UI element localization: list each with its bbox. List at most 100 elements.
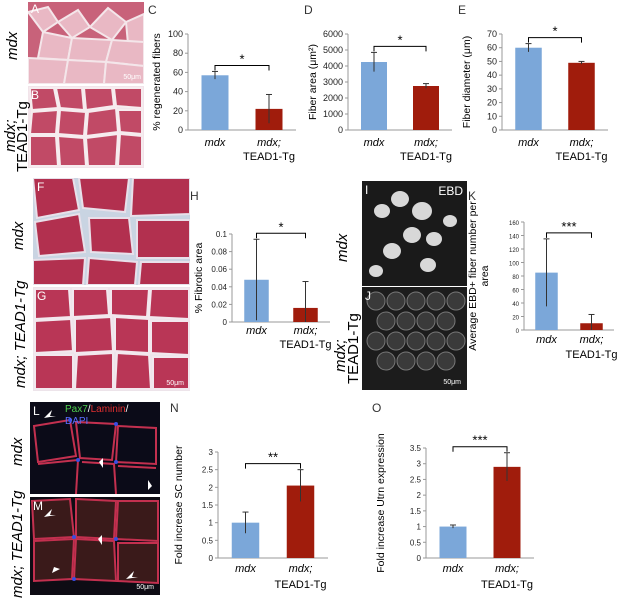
y-tick-label-n: 3 <box>209 448 214 457</box>
significance-bracket-e <box>528 37 582 43</box>
chart-e: E 0 10 20 30 40 50 60 70 Fiber diameter (μm) mdx md… <box>458 3 608 163</box>
masson-pattern-f <box>33 178 190 285</box>
category-label-k-1: mdx; <box>580 334 604 346</box>
category-label-o-1: mdx; <box>495 563 519 575</box>
y-tick-label-d: 6000 <box>323 29 343 39</box>
panel-label-o: O <box>372 401 381 415</box>
y-tick-label-k: 120 <box>509 248 520 254</box>
y-axis-label-k: Average EBD+ fiber number per <box>467 201 479 351</box>
y-axis-label-c: % regenerated fibers <box>151 33 163 130</box>
chart-k: K 0 20 40 60 80 100 120 140 160 Average EBD+ fiber… <box>467 189 617 361</box>
panel-label-k: K <box>468 189 476 203</box>
y-tick-label-h: 0.08 <box>211 248 227 257</box>
y-tick-label-e: 10 <box>487 111 497 121</box>
row-label-mdx-4: mdx <box>9 437 26 466</box>
scale-bar-label-j: 50μm <box>443 379 461 386</box>
y-tick-label-c: 60 <box>173 67 183 77</box>
y-tick-label-d: 4000 <box>323 61 343 71</box>
row-label-mdx-tead-2: mdx; TEAD1-Tg <box>12 280 29 388</box>
bar-o-0 <box>439 526 467 558</box>
panel-label-c: C <box>148 3 157 17</box>
category-label-n-1: mdx; <box>289 563 313 575</box>
chart-c: C 0 20 40 60 80 100 % regenerated fibers mdx mdx;… <box>148 3 296 163</box>
panel-label-e: E <box>458 3 466 17</box>
y-axis-label-k: area <box>479 265 491 286</box>
masson-image-mdx <box>33 178 190 285</box>
y-tick-label-k: 80 <box>512 275 519 281</box>
panel-label-f: F <box>37 180 45 194</box>
category-label-c-1: mdx; <box>257 137 281 149</box>
y-tick-label-c: 0 <box>178 125 183 135</box>
y-tick-label-o: 3 <box>417 460 422 469</box>
ebd-image-tead: 50μm <box>362 287 467 390</box>
y-tick-label-e: 70 <box>487 29 497 39</box>
y-tick-label-h: 0.02 <box>211 300 227 309</box>
category-label-e-1: mdx; <box>570 137 594 149</box>
ebd-pattern-j <box>362 287 467 390</box>
significance-bracket-n <box>245 463 301 469</box>
category-label-c-1-line2: TEAD1-Tg <box>243 151 295 163</box>
panel-label-d: D <box>304 3 313 17</box>
bar-d-1 <box>413 86 439 130</box>
chart-o: O 0 0.5 1 1.5 2 2.5 3 3.5 Fold increase Utrn expr… <box>372 401 534 591</box>
y-tick-label-k: 0 <box>516 329 520 335</box>
category-label-o-0: mdx <box>443 563 464 575</box>
he-fiber-pattern-b <box>28 86 144 168</box>
pax7-pattern-m <box>30 497 160 595</box>
y-tick-label-c: 100 <box>168 29 183 39</box>
category-label-o-1-line2: TEAD1-Tg <box>481 579 533 591</box>
row-label-mdx-tead-3b: TEAD1-Tg <box>345 313 362 384</box>
significance-label-o: *** <box>472 433 487 448</box>
masson-pattern-g <box>33 287 190 391</box>
significance-label-h: * <box>278 219 283 234</box>
y-tick-label-n: 1 <box>209 519 214 528</box>
y-tick-label-c: 20 <box>173 106 183 116</box>
y-tick-label-h: 0 <box>223 318 228 327</box>
significance-label-n: ** <box>268 450 278 465</box>
category-label-d-0: mdx <box>364 137 385 149</box>
y-tick-label-d: 0 <box>338 125 343 135</box>
category-label-k-1-line2: TEAD1-Tg <box>566 349 617 361</box>
y-tick-label-e: 50 <box>487 56 497 66</box>
chart-n: N 0 0.5 1 1.5 2 2.5 3 Fold increase SC number mdx… <box>170 401 328 591</box>
row-label-mdx-2: mdx <box>10 221 27 250</box>
y-tick-label-o: 1.5 <box>410 507 422 516</box>
he-image-mdx: 50μm <box>28 2 144 84</box>
y-tick-label-n: 0.5 <box>202 536 214 545</box>
he-fiber-pattern <box>28 2 144 84</box>
category-label-c-0: mdx <box>205 137 226 149</box>
panel-label-h: H <box>190 189 199 203</box>
pax7-image-mdx: Pax7/Laminin/ DAPI <box>30 402 160 494</box>
y-tick-label-d: 2000 <box>323 93 343 103</box>
category-label-d-1-line2: TEAD1-Tg <box>400 151 452 163</box>
y-tick-label-c: 80 <box>173 48 183 58</box>
scale-bar-label-g: 50μm <box>166 380 184 387</box>
category-label-e-0: mdx <box>518 137 539 149</box>
chart-d: D 0 1000 2000 3000 4000 5000 6000 Fiber area (μm… <box>304 3 452 163</box>
significance-bracket-k <box>546 232 592 238</box>
bar-e-1 <box>568 62 595 130</box>
y-tick-label-n: 2.5 <box>202 466 214 475</box>
y-tick-label-n: 1.5 <box>202 501 214 510</box>
category-label-e-1-line2: TEAD1-Tg <box>556 151 608 163</box>
significance-label-d: * <box>397 32 402 47</box>
panel-label-m: M <box>33 499 43 513</box>
y-axis-label-o: Fold increase Utrn expression <box>375 433 387 573</box>
panel-label-b: B <box>31 88 40 102</box>
y-tick-label-o: 2 <box>417 491 422 500</box>
category-label-h-0: mdx <box>246 325 267 337</box>
chart-h: H 0 0.02 0.04 0.06 0.08 0.1 % Fibrotic area mdx m… <box>190 189 331 351</box>
y-tick-label-d: 3000 <box>323 77 343 87</box>
y-tick-label-h: 0.04 <box>211 283 227 292</box>
y-tick-label-o: 1 <box>417 523 422 532</box>
ebd-image-mdx: EBD <box>362 181 467 286</box>
y-tick-label-o: 0.5 <box>410 538 422 547</box>
y-tick-label-e: 0 <box>492 125 497 135</box>
panel-label-l: L <box>33 404 40 418</box>
y-tick-label-o: 3.5 <box>410 444 422 453</box>
pax7-image-tead: 50μm <box>30 497 160 595</box>
significance-bracket-h <box>256 232 306 239</box>
y-tick-label-e: 40 <box>487 70 497 80</box>
y-tick-label-n: 0 <box>209 554 214 563</box>
y-tick-label-h: 0.06 <box>211 265 227 274</box>
